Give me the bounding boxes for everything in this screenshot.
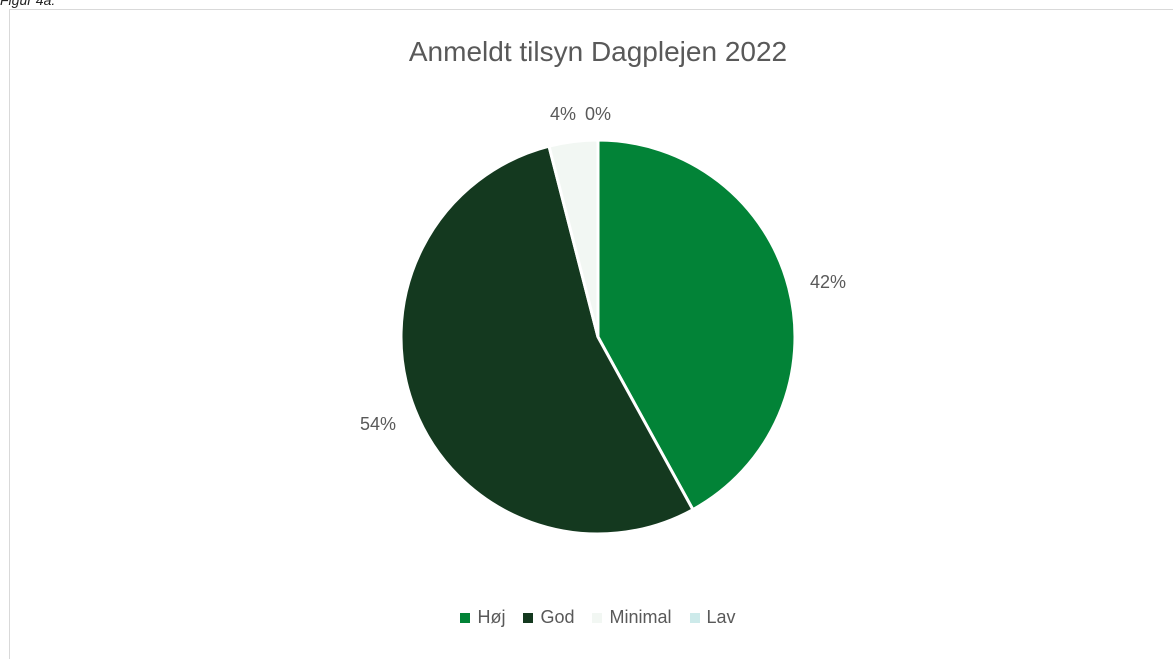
legend-item-hoj: Høj — [460, 607, 505, 628]
legend-swatch-god — [523, 612, 534, 623]
legend-item-minimal: Minimal — [592, 607, 672, 628]
legend-label-hoj: Høj — [477, 607, 506, 627]
legend-swatch-lav — [689, 612, 700, 623]
legend-item-god: God — [523, 607, 574, 628]
figure-caption: Figur 4a: — [0, 0, 56, 8]
data-label-lav: 0% — [585, 104, 611, 124]
legend-item-lav: Lav — [689, 607, 736, 628]
legend-swatch-hoj — [460, 612, 471, 623]
data-label-minimal: 4% — [550, 104, 576, 124]
chart-legend: Høj God Minimal Lav — [0, 607, 1173, 628]
chart-frame — [9, 9, 1173, 659]
legend-label-god: God — [540, 607, 575, 627]
legend-label-minimal: Minimal — [609, 607, 672, 627]
pie-slice-minimal — [547, 138, 600, 338]
data-label-hoj: 42% — [810, 272, 846, 292]
legend-swatch-minimal — [592, 612, 603, 623]
legend-label-lav: Lav — [706, 607, 736, 627]
data-label-god: 54% — [360, 414, 396, 434]
pie-slice-god — [399, 144, 695, 536]
chart-title: Anmeldt tilsyn Dagplejen 2022 — [408, 36, 788, 67]
pie-slice-hoj — [596, 138, 797, 512]
